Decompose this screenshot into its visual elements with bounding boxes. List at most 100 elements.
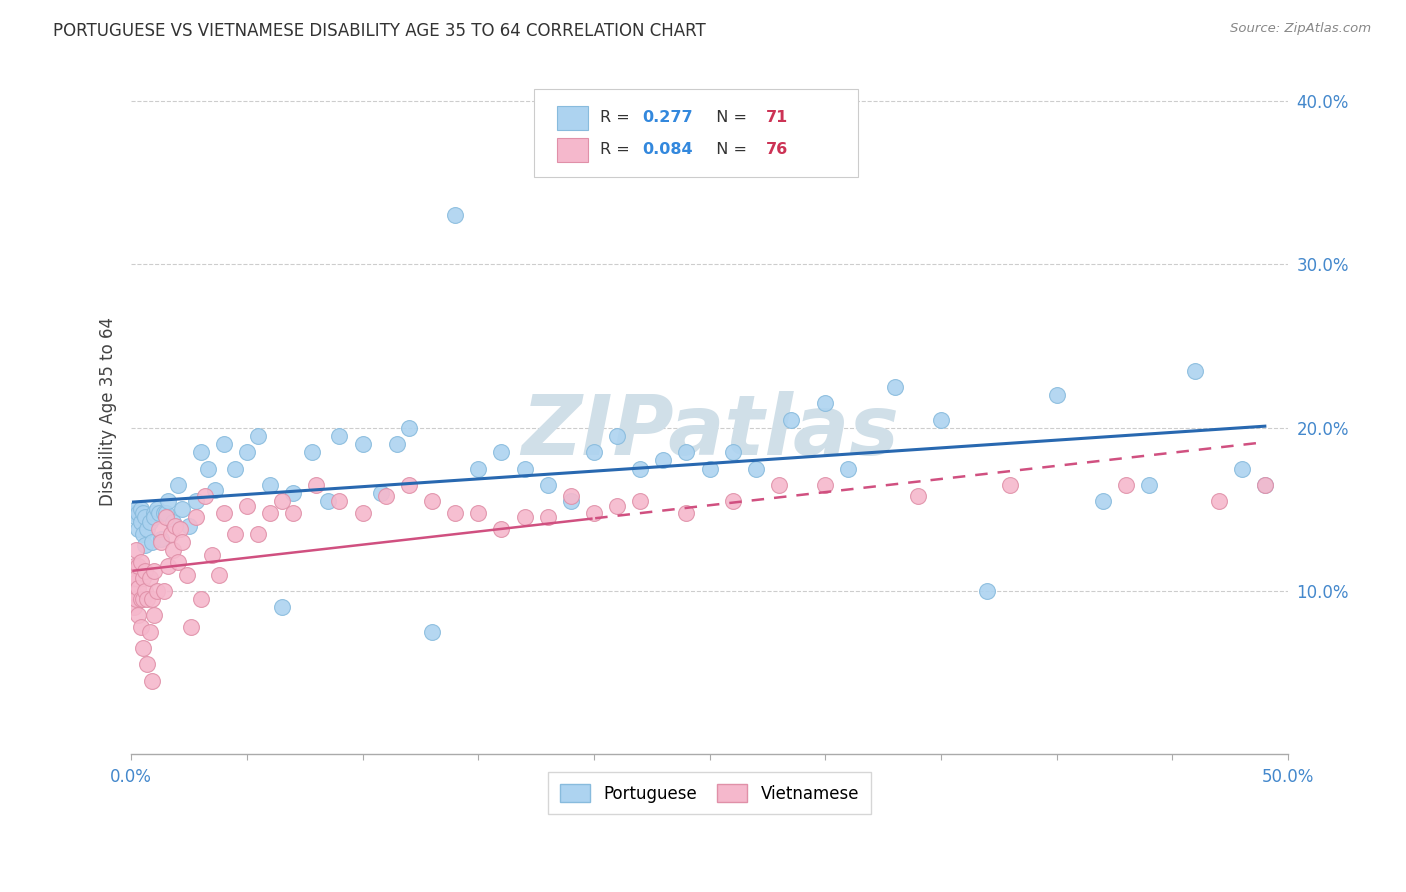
Point [420,624,443,639]
Point [1208,494,1230,508]
Point [513,461,536,475]
Point [165,518,187,533]
Point [127,506,149,520]
Text: N =: N = [706,142,752,157]
Point [513,510,536,524]
Point [190,592,212,607]
Point [387,437,409,451]
Point [247,429,270,443]
Point [283,486,305,500]
Point [491,445,513,459]
Point [155,506,177,520]
Point [145,502,167,516]
Point [768,478,790,492]
Point [976,583,998,598]
Point [467,461,489,475]
Point [305,478,328,492]
Point [134,510,156,524]
Point [1046,388,1069,402]
Point [125,510,148,524]
Point [155,510,177,524]
Point [652,453,675,467]
Point [270,494,292,508]
Point [236,445,259,459]
Point [132,506,155,520]
Legend: Portuguese, Vietnamese: Portuguese, Vietnamese [548,772,870,814]
Point [125,571,148,585]
Point [148,522,170,536]
Point [127,581,149,595]
Point [129,502,152,516]
Point [177,518,200,533]
Point [176,567,198,582]
Point [136,522,159,536]
Point [721,445,744,459]
Point [301,445,323,459]
Point [132,526,155,541]
Point [157,494,180,508]
Point [194,489,217,503]
Point [328,429,350,443]
Point [197,461,219,475]
Point [132,592,155,607]
Point [172,502,194,516]
Text: 0.084: 0.084 [643,142,693,157]
Point [152,506,174,520]
Point [883,380,905,394]
Point [814,478,837,492]
Point [1230,461,1253,475]
Point [328,494,350,508]
Point [1254,478,1277,492]
Point [122,575,145,590]
Point [122,587,145,601]
Point [606,429,628,443]
Point [132,641,155,656]
Point [172,535,194,549]
Point [212,437,235,451]
Point [537,510,560,524]
Point [132,571,155,585]
Point [150,535,173,549]
Point [259,478,281,492]
Point [139,571,162,585]
Point [159,526,181,541]
Point [699,461,721,475]
Point [370,486,392,500]
Point [141,673,163,688]
Text: 76: 76 [766,142,789,157]
Point [152,583,174,598]
Point [150,532,173,546]
Point [139,516,162,530]
Point [582,506,605,520]
Point [180,620,202,634]
Point [127,608,149,623]
Point [467,506,489,520]
Point [201,548,224,562]
Point [224,461,246,475]
Text: Source: ZipAtlas.com: Source: ZipAtlas.com [1230,22,1371,36]
Text: R =: R = [600,111,636,126]
Point [166,555,188,569]
Point [628,461,651,475]
Text: N =: N = [706,111,752,126]
Point [444,506,467,520]
Point [247,526,270,541]
Text: ZIPatlas: ZIPatlas [520,392,898,473]
Point [907,489,929,503]
Point [398,478,420,492]
Point [606,499,628,513]
Point [184,494,207,508]
Point [1000,478,1022,492]
Point [134,583,156,598]
Point [420,494,443,508]
Point [122,559,145,574]
Point [560,494,582,508]
Point [141,535,163,549]
Text: 0.277: 0.277 [643,111,693,126]
Point [129,516,152,530]
Point [129,555,152,569]
Point [270,600,292,615]
Point [779,412,801,426]
Point [134,538,156,552]
Point [1254,478,1277,492]
